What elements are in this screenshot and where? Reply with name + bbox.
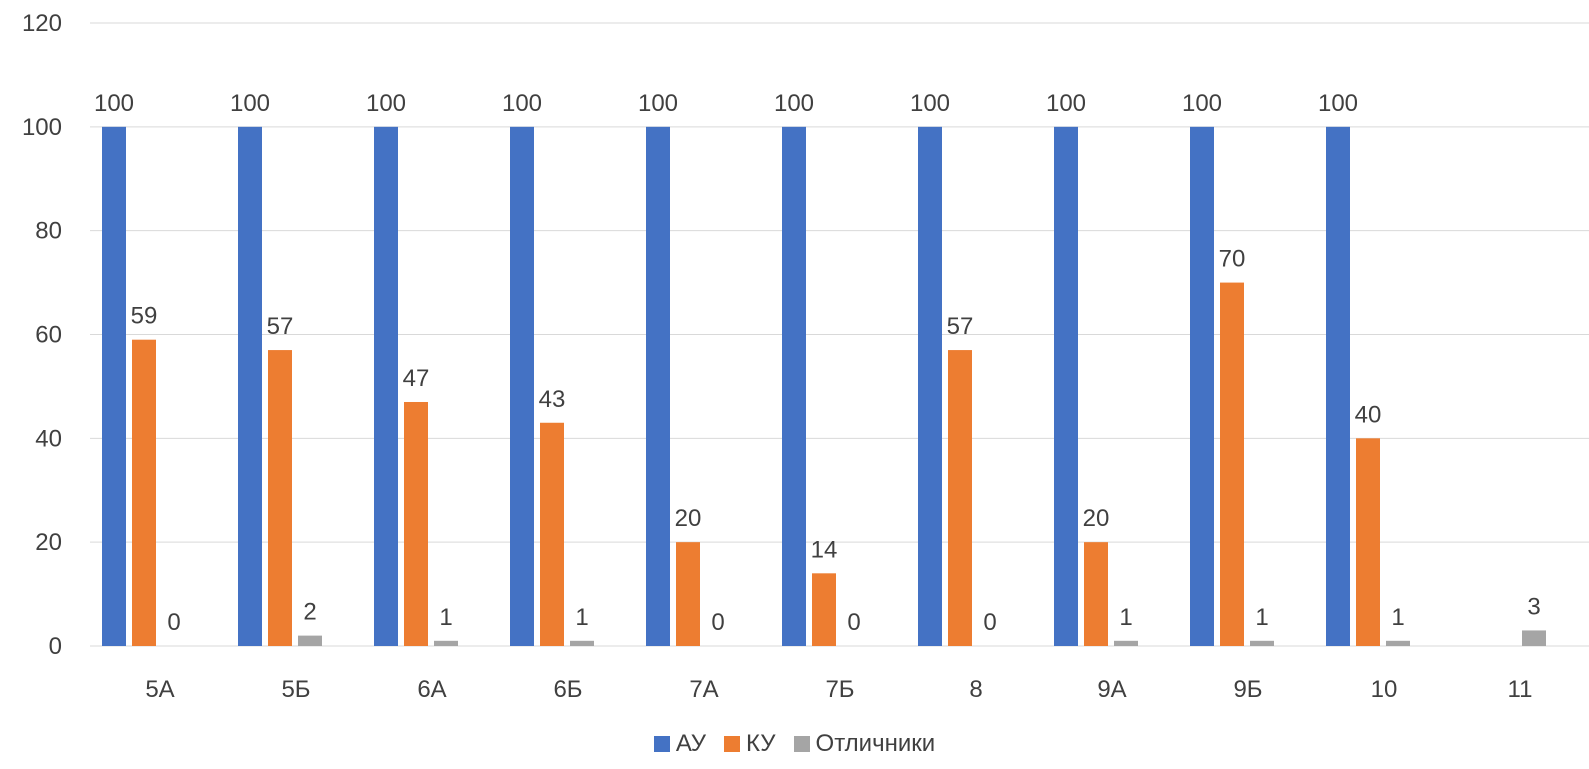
bar-0-6 — [918, 126, 942, 647]
data-label: 100 — [94, 90, 134, 117]
data-label: 57 — [267, 313, 294, 340]
x-tick-label: 6А — [417, 676, 446, 703]
bar-1-5 — [812, 573, 836, 646]
bar-0-0 — [102, 126, 126, 647]
legend-swatch-excellent — [793, 736, 810, 752]
legend-item-au: АУ — [653, 730, 707, 758]
data-label: 1 — [1119, 604, 1132, 631]
bar-0-9 — [1326, 126, 1350, 647]
x-tick-label: 8 — [969, 676, 982, 703]
data-label: 20 — [675, 505, 702, 532]
data-label: 14 — [811, 536, 838, 563]
legend-item-excellent: Отличники — [793, 730, 936, 758]
y-tick-label: 120 — [22, 10, 62, 37]
bar-1-4 — [676, 542, 700, 646]
bar-1-8 — [1220, 282, 1244, 646]
legend-label-ku: КУ — [746, 730, 776, 757]
data-label: 1 — [1255, 604, 1268, 631]
data-label: 1 — [1391, 604, 1404, 631]
bar-0-5 — [782, 126, 806, 647]
legend-swatch-ku — [724, 736, 741, 752]
data-label: 100 — [366, 90, 406, 117]
data-label: 100 — [910, 90, 950, 117]
y-tick-label: 100 — [22, 114, 62, 141]
data-label: 100 — [1182, 90, 1222, 117]
x-tick-label: 7А — [689, 676, 718, 703]
data-label: 100 — [230, 90, 270, 117]
data-label: 20 — [1083, 505, 1110, 532]
bar-2-1 — [298, 635, 322, 646]
bar-2-8 — [1250, 640, 1274, 646]
data-label: 100 — [1318, 90, 1358, 117]
data-label: 100 — [638, 90, 678, 117]
data-label: 70 — [1219, 246, 1246, 273]
bar-2-3 — [570, 640, 594, 646]
bar-1-9 — [1356, 438, 1380, 646]
legend-swatch-au — [653, 736, 670, 752]
data-label: 43 — [539, 386, 566, 413]
bar-chart: 0204060801001205А1005905Б1005726А1004716… — [22, 10, 1589, 703]
bar-2-9 — [1386, 640, 1410, 646]
data-label: 1 — [439, 604, 452, 631]
y-tick-label: 20 — [35, 529, 62, 556]
bar-2-2 — [434, 640, 458, 646]
data-label: 0 — [167, 609, 180, 636]
data-label: 2 — [303, 599, 316, 626]
data-label: 40 — [1355, 401, 1382, 428]
x-tick-label: 6Б — [553, 676, 582, 703]
data-label: 100 — [1046, 90, 1086, 117]
bar-1-1 — [268, 350, 292, 646]
legend-label-excellent: Отличники — [815, 730, 936, 757]
bar-0-1 — [238, 126, 262, 647]
data-label: 100 — [774, 90, 814, 117]
data-label: 3 — [1527, 593, 1540, 620]
bar-0-4 — [646, 126, 670, 647]
legend-item-ku: КУ — [724, 730, 776, 758]
data-label: 59 — [131, 303, 158, 330]
bar-2-10 — [1522, 630, 1546, 646]
bar-0-8 — [1190, 126, 1214, 647]
y-tick-label: 40 — [35, 425, 62, 452]
x-tick-label: 9А — [1097, 676, 1126, 703]
y-tick-label: 60 — [35, 322, 62, 349]
x-tick-label: 9Б — [1233, 676, 1262, 703]
data-label: 1 — [575, 604, 588, 631]
data-label: 0 — [711, 609, 724, 636]
legend-label-au: АУ — [675, 730, 707, 757]
bar-1-7 — [1084, 542, 1108, 646]
data-label: 0 — [983, 609, 996, 636]
x-tick-label: 5А — [145, 676, 174, 703]
bar-2-7 — [1114, 640, 1138, 646]
legend: АУ КУ Отличники — [0, 730, 1589, 758]
data-label: 100 — [502, 90, 542, 117]
bar-0-3 — [510, 126, 534, 647]
x-tick-label: 11 — [1508, 676, 1533, 703]
data-label: 57 — [947, 313, 974, 340]
bar-1-6 — [948, 350, 972, 646]
bar-1-0 — [132, 339, 156, 646]
bar-0-2 — [374, 126, 398, 647]
bar-0-7 — [1054, 126, 1078, 647]
x-tick-label: 7Б — [825, 676, 854, 703]
x-tick-label: 5Б — [281, 676, 310, 703]
bar-1-2 — [404, 401, 428, 646]
x-tick-label: 10 — [1371, 676, 1398, 703]
data-label: 0 — [847, 609, 860, 636]
bar-1-3 — [540, 422, 564, 646]
y-tick-label: 0 — [49, 633, 62, 660]
y-tick-label: 80 — [35, 218, 62, 245]
data-label: 47 — [403, 365, 430, 392]
